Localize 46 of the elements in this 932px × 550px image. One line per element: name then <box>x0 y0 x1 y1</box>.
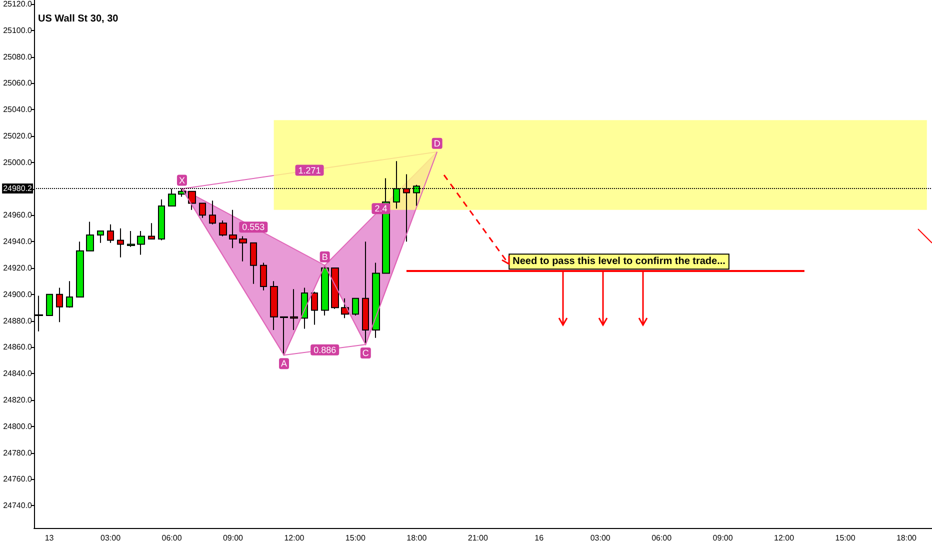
y-tick-label: 24800.0 <box>3 422 33 431</box>
x-tick-label: 18:00 <box>406 534 428 542</box>
x-tick-label: 06:00 <box>652 534 672 542</box>
y-tick-label: 24780.0 <box>3 448 33 458</box>
y-tick-label: 25000.0 <box>3 158 33 167</box>
y-tick-label: 24880.0 <box>3 316 33 326</box>
y-tick-label: 25020.0 <box>3 131 33 140</box>
y-tick-label: 25060.0 <box>3 78 33 88</box>
y-tick-label: 24840.0 <box>3 369 33 378</box>
y-tick-label: 24820.0 <box>3 395 33 404</box>
data-label: B <box>322 252 328 262</box>
text: US Wall St 30, 30 <box>38 14 119 24</box>
data-label: D <box>434 138 441 148</box>
y-tick-label: 25120.0 <box>3 0 33 8</box>
y-tick-label: 24960.0 <box>3 210 33 220</box>
y-tick-label: 24900.0 <box>3 290 33 299</box>
y-tick-label: 24860.0 <box>3 342 33 352</box>
x-tick-label: 18:00 <box>896 534 918 542</box>
ref-line-label: 24980.2 <box>3 184 33 194</box>
x-tick-label: 13 <box>44 534 54 542</box>
data-label: C <box>362 348 370 358</box>
y-tick-label: 24940.0 <box>3 237 33 246</box>
x-tick-label: 16 <box>534 534 544 542</box>
annotation: 0.553 <box>242 222 265 232</box>
x-tick-label: 03:00 <box>590 534 611 542</box>
x-tick-label: 15:00 <box>345 534 366 542</box>
x-tick-label: 09:00 <box>712 534 734 542</box>
annotation: 1.271 <box>298 165 321 176</box>
x-tick-label: 06:00 <box>162 534 182 542</box>
x-tick-label: 12:00 <box>774 534 795 542</box>
data-label: X <box>178 175 185 186</box>
annotation: 2.4 <box>374 204 388 214</box>
y-tick-label: 24740.0 <box>3 501 33 510</box>
x-tick-label: 12:00 <box>284 534 305 542</box>
x-tick-label: 09:00 <box>222 534 244 542</box>
y-tick-label: 24920.0 <box>3 263 33 272</box>
y-tick-label: 25040.0 <box>3 105 33 114</box>
y-tick-label: 25100.0 <box>3 26 33 35</box>
annotation: 0.886 <box>314 344 336 355</box>
data-label: A <box>281 358 288 369</box>
y-tick-label: 24760.0 <box>3 474 33 484</box>
y-tick-label: 25080.0 <box>3 52 33 62</box>
x-tick-label: 15:00 <box>835 534 856 542</box>
x-tick-label: 03:00 <box>100 534 122 542</box>
x-tick-label: 21:00 <box>468 534 488 542</box>
legend-label: Need to pass this level to confirm the trade... <box>512 256 726 268</box>
